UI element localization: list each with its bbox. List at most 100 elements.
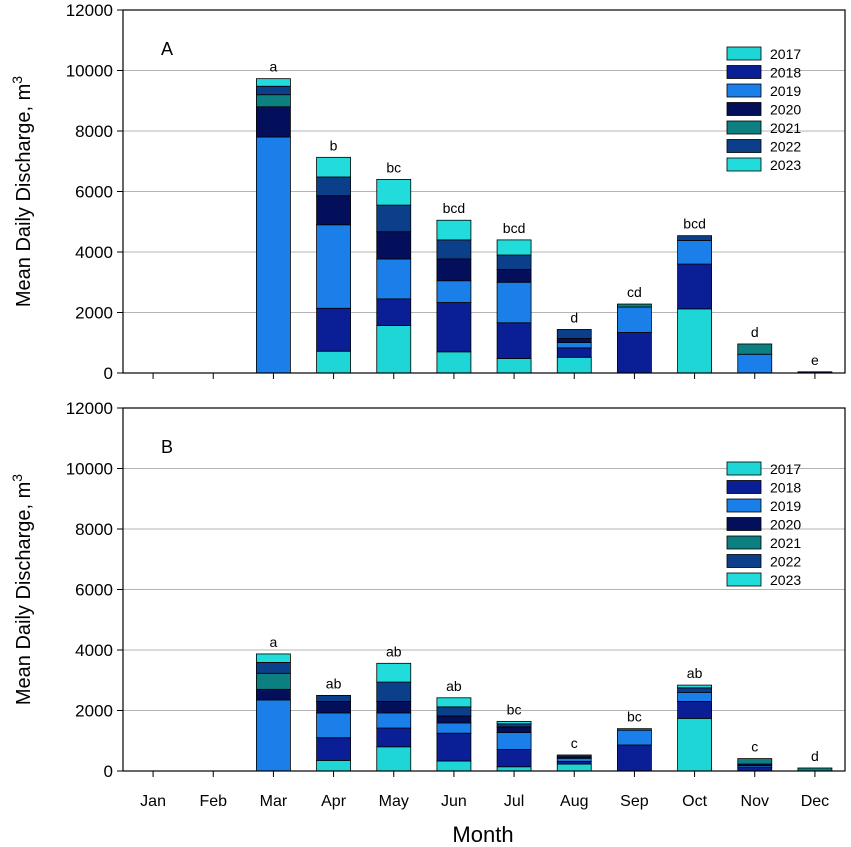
bar-segment-jun-2017 (436, 760, 472, 772)
bar-segment-jun-2023 (436, 697, 472, 708)
bar-segment-apr-2018 (316, 307, 351, 352)
legend-swatch-2018 (726, 65, 762, 79)
legend-swatch-2020 (726, 517, 762, 531)
legend-swatch-2017 (726, 461, 762, 476)
bar-segment-jun-2022 (436, 706, 472, 717)
bar-segment-jul-2019 (496, 732, 532, 750)
x-tick-label: Feb (199, 793, 227, 810)
bar-segment-jun-2018 (436, 732, 472, 762)
bar-segment-jul-2020 (496, 269, 532, 283)
panel-label: B (161, 437, 173, 457)
y-tick-label: 10000 (66, 62, 113, 81)
bar-segment-oct-2023 (677, 684, 712, 689)
bar-segment-may-2022 (376, 681, 412, 702)
legend-swatch-2017 (726, 46, 762, 61)
bar-annotation: bc (386, 159, 401, 175)
bar-segment-oct-2017 (677, 717, 712, 772)
y-tick-label: 4000 (75, 243, 113, 262)
bar-segment-jun-2017 (436, 351, 472, 374)
bar-segment-aug-2018 (556, 760, 592, 765)
bar-segment-jul-2018 (496, 749, 532, 768)
bar-segment-aug-2017 (556, 763, 592, 772)
legend-swatch-2019 (726, 83, 762, 98)
bar-annotation: ab (687, 665, 703, 681)
bar-segment-mar-2020 (256, 106, 291, 138)
bar-segment-apr-2023 (316, 156, 351, 178)
bar-segment-nov-2021 (737, 343, 773, 355)
legend-swatch-2022 (726, 139, 762, 153)
bar-segment-jun-2020 (436, 715, 472, 724)
x-axis-title: Month (452, 822, 513, 847)
bar-annotation: d (751, 324, 759, 340)
legend-label-2020: 2020 (770, 517, 801, 533)
bar-segment-apr-2020 (316, 195, 351, 226)
bar-segment-jun-2022 (436, 239, 472, 260)
bar-annotation: d (811, 748, 819, 764)
bar-annotation: a (270, 59, 278, 75)
bar-segment-apr-2019 (316, 224, 351, 309)
legend-swatch-2021 (726, 120, 762, 135)
bar-annotation: bcd (683, 216, 706, 232)
bar-segment-apr-2017 (316, 350, 351, 374)
bar-annotation: b (330, 137, 338, 153)
y-axis-title-text: Mean Daily Discharge, m (13, 84, 35, 307)
x-tick-label: Jul (504, 793, 524, 810)
bar-segment-jul-2022 (496, 723, 532, 728)
bar-segment-jun-2020 (436, 258, 472, 282)
bar-segment-jul-2017 (496, 766, 532, 772)
x-tick-label: May (379, 793, 409, 810)
y-axis-title: Mean Daily Discharge, m3 (9, 474, 35, 705)
y-tick-label: 2000 (75, 702, 113, 721)
legend-swatch-2021 (726, 535, 762, 550)
bar-segment-aug-2018 (556, 347, 592, 358)
bar-segment-may-2017 (376, 746, 412, 772)
y-axis-title-text: Mean Daily Discharge, m (13, 482, 35, 705)
y-tick-label: 0 (104, 364, 113, 383)
bar-segment-oct-2018 (677, 263, 712, 310)
bar-segment-jun-2023 (436, 219, 472, 241)
bar-annotation: cd (627, 284, 642, 300)
y-tick-label: 12000 (66, 399, 113, 418)
bar-segment-jul-2019 (496, 281, 532, 324)
bar-segment-mar-2022 (256, 662, 291, 674)
legend: 2017 2018 2019 2020 2021 2022 2023 (726, 461, 801, 588)
bar-segment-jun-2019 (436, 722, 472, 734)
bar-segment-jul-2023 (496, 239, 532, 256)
legend-swatch-2023 (726, 157, 762, 172)
x-tick-label: Nov (741, 793, 769, 810)
bar-segment-sep-2018 (617, 744, 652, 772)
x-tick-label: Apr (321, 793, 347, 810)
bar-segment-mar-2021 (256, 94, 291, 108)
legend-swatch-2019 (726, 498, 762, 513)
bar-segment-may-2018 (376, 727, 412, 748)
bar-annotation: d (570, 309, 578, 325)
bar-segment-apr-2019 (316, 712, 351, 739)
panel-label: A (161, 39, 173, 59)
bar-segment-oct-2017 (677, 308, 712, 374)
y-tick-label: 6000 (75, 581, 113, 600)
x-tick-label: Jan (140, 793, 166, 810)
bar-segment-may-2018 (376, 298, 412, 326)
y-axis-title: Mean Daily Discharge, m3 (9, 76, 35, 307)
x-tick-label: Oct (682, 793, 707, 810)
legend-swatch-2022 (726, 554, 762, 568)
panel-b: Jan Feb a Mar ab Apr ab May ab Jun bc Jul c Aug bc Sep a… (9, 399, 846, 810)
bar-segment-mar-2023 (256, 653, 291, 663)
bar-segment-jun-2018 (436, 302, 472, 353)
y-tick-label: 12000 (66, 1, 113, 20)
x-tick-label: Sep (620, 793, 649, 810)
legend-label-2022: 2022 (770, 554, 801, 570)
bar-segment-mar-2023 (256, 78, 291, 87)
bar-annotation: c (751, 739, 758, 755)
bar-annotation: bc (627, 709, 642, 725)
y-tick-label: 2000 (75, 304, 113, 323)
y-axis-title-superscript: 3 (9, 76, 25, 84)
bar-segment-mar-2021 (256, 672, 291, 690)
bar-segment-apr-2022 (316, 694, 351, 702)
bar-segment-apr-2017 (316, 760, 351, 772)
bar-segment-jun-2019 (436, 280, 472, 303)
bar-segment-apr-2022 (316, 176, 351, 197)
legend-swatch-2018 (726, 480, 762, 494)
bar-segment-mar-2022 (256, 85, 291, 96)
